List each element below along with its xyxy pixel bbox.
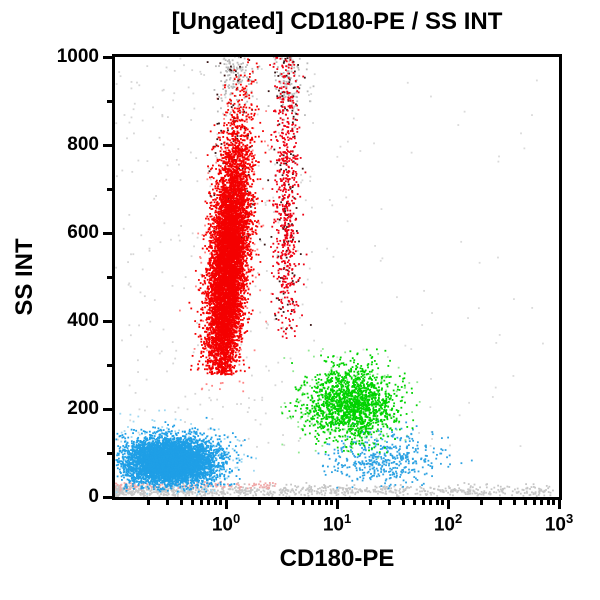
scatter-canvas: [115, 57, 559, 497]
x-tick-label: 102: [433, 511, 463, 536]
axis-tick: [107, 275, 112, 279]
axis-tick: [107, 363, 112, 367]
chart-title: [Ungated] CD180-PE / SS INT: [171, 8, 503, 35]
axis-tick: [330, 500, 334, 505]
axis-tick: [180, 500, 184, 505]
axis-tick: [103, 319, 112, 323]
axis-tick: [107, 187, 112, 191]
x-axis-label: CD180-PE: [279, 545, 395, 572]
axis-tick: [213, 500, 217, 505]
axis-tick: [524, 500, 528, 505]
axis-tick: [540, 500, 544, 505]
axis-tick: [413, 500, 417, 505]
axis-tick: [435, 500, 439, 505]
axis-tick: [207, 500, 211, 505]
axis-tick: [191, 500, 195, 505]
axis-tick: [291, 500, 295, 505]
axis-tick: [257, 500, 261, 505]
axis-tick: [146, 500, 150, 505]
axis-tick: [318, 500, 322, 505]
axis-tick: [310, 500, 314, 505]
axis-tick: [199, 500, 203, 505]
y-tick-label: 600: [67, 222, 99, 243]
axis-tick: [103, 495, 112, 499]
axis-tick: [532, 500, 536, 505]
y-tick-label: 200: [67, 398, 99, 419]
axis-tick: [513, 500, 517, 505]
axis-tick: [402, 500, 406, 505]
y-axis-label: SS INT: [11, 238, 38, 316]
axis-tick: [103, 55, 112, 59]
x-tick-label: 101: [322, 511, 352, 536]
axis-tick: [421, 500, 425, 505]
axis-tick: [388, 500, 392, 505]
axis-tick: [324, 500, 328, 505]
plot-area: [112, 54, 562, 500]
y-tick-label: 400: [67, 310, 99, 331]
axis-tick: [552, 500, 556, 505]
axis-tick: [441, 500, 445, 505]
y-tick-label: 0: [88, 486, 99, 507]
axis-tick: [277, 500, 281, 505]
axis-tick: [368, 500, 372, 505]
axis-tick: [219, 500, 223, 505]
y-tick-label: 800: [67, 134, 99, 155]
axis-tick: [103, 407, 112, 411]
y-tick-label: 1000: [56, 46, 99, 67]
axis-tick: [103, 143, 112, 147]
axis-tick: [103, 231, 112, 235]
axis-tick: [224, 500, 228, 509]
axis-tick: [546, 500, 550, 505]
axis-tick: [302, 500, 306, 505]
axis-tick: [107, 451, 112, 455]
axis-tick: [335, 500, 339, 509]
axis-tick: [557, 500, 561, 509]
x-tick-label: 100: [211, 511, 241, 536]
axis-tick: [166, 500, 170, 505]
axis-tick: [446, 500, 450, 509]
axis-tick: [479, 500, 483, 505]
axis-tick: [499, 500, 503, 505]
x-tick-label: 103: [544, 511, 574, 536]
axis-tick: [107, 99, 112, 103]
axis-tick: [429, 500, 433, 505]
